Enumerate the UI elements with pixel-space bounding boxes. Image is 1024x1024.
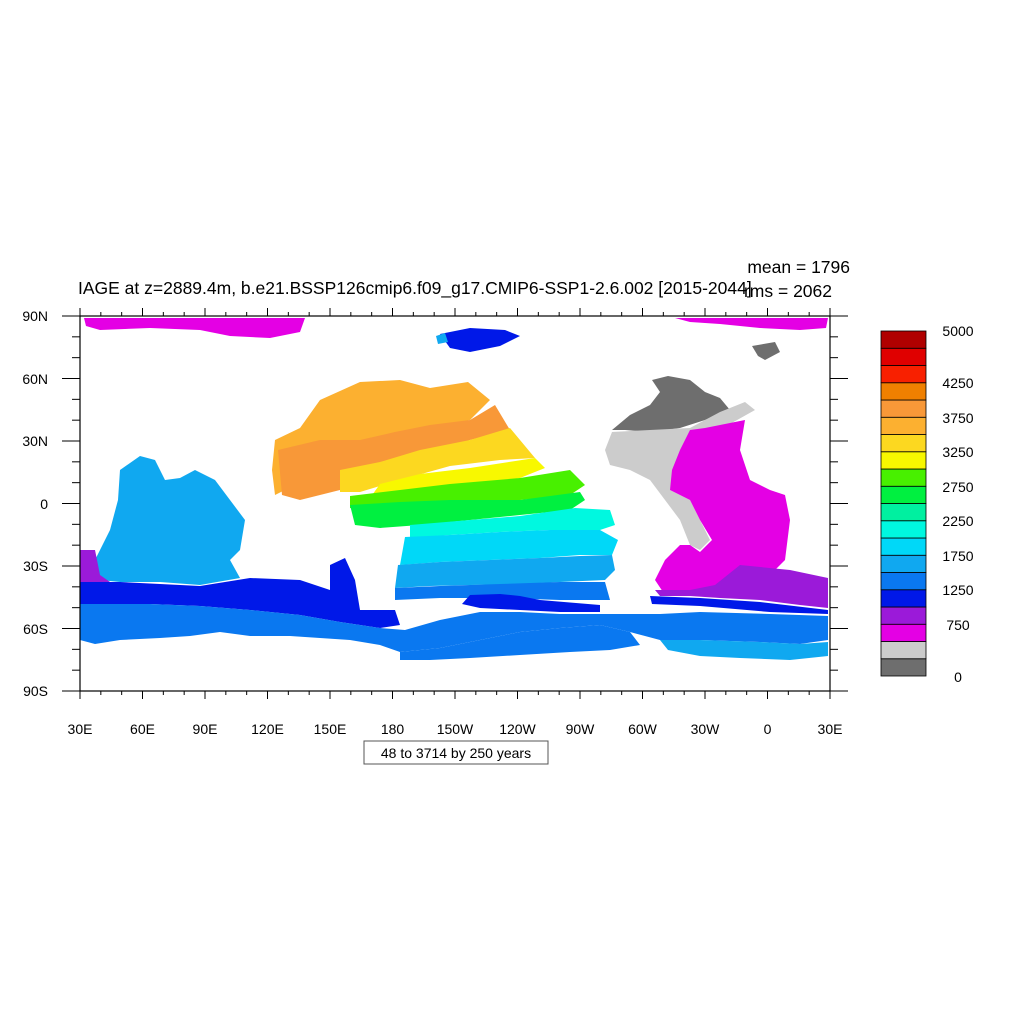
contour-info-border	[363, 740, 549, 765]
lon-label-30w: 30W	[691, 721, 721, 737]
colorbar-swatch	[880, 641, 927, 660]
plot-title: IAGE at z=2889.4m, b.e21.BSSP126cmip6.f0…	[78, 278, 752, 299]
colorbar-swatch	[880, 485, 927, 504]
south-pacific-skyblue	[395, 555, 615, 588]
equatorial-green	[350, 492, 585, 528]
colorbar-swatch	[880, 537, 927, 556]
lon-label-0: 0	[764, 721, 772, 737]
southern-ocean-azure	[80, 604, 828, 652]
lon-label-150e: 150E	[314, 721, 347, 737]
colorbar-labels: 0 750 1250 1750 2250 2750 3250 3750 4250…	[942, 323, 973, 685]
colorbar-label-4250: 4250	[942, 375, 973, 391]
colorbar-swatch	[880, 520, 927, 539]
lat-label-60n: 60N	[22, 371, 48, 387]
lat-label-90s: 90S	[23, 683, 48, 699]
contour-info-box: 48 to 3714 by 250 years	[363, 740, 549, 765]
colorbar-swatch	[880, 658, 927, 677]
longitude-labels: 30E 60E 90E 120E 150E 180 150W 120W 90W …	[68, 721, 843, 737]
colorbar-label-1750: 1750	[942, 548, 973, 564]
equatorial-lime	[350, 470, 585, 510]
lon-label-120e: 120E	[251, 721, 284, 737]
colorbar-swatch	[880, 347, 927, 366]
lon-label-30e: 30E	[68, 721, 93, 737]
axis-ticks	[62, 308, 848, 699]
lat-label-0: 0	[40, 496, 48, 512]
southern-ocean-blue-pacific	[462, 594, 600, 612]
north-pacific-yellow	[370, 458, 545, 498]
lat-label-90n: 90N	[22, 308, 48, 324]
rms-stat: rms = 2062	[744, 281, 832, 301]
colorbar-swatch	[880, 451, 927, 470]
colorbar	[880, 330, 927, 677]
mean-stat: mean = 1796	[747, 257, 850, 277]
colorbar-swatch	[880, 572, 927, 591]
lon-label-30e-east: 30E	[818, 721, 843, 737]
atlantic-blue	[650, 596, 828, 614]
lon-label-90e: 90E	[193, 721, 218, 737]
lon-label-60w: 60W	[628, 721, 658, 737]
colorbar-swatch	[880, 606, 927, 625]
arctic-region-magenta-east	[675, 318, 828, 330]
colorbar-swatch	[880, 365, 927, 384]
colorbar-label-0: 0	[954, 669, 962, 685]
north-pacific-orange-south	[278, 405, 510, 500]
lat-label-60s: 60S	[23, 621, 48, 637]
lat-label-30s: 30S	[23, 558, 48, 574]
colorbar-swatch	[880, 399, 927, 418]
colorbar-swatch	[880, 503, 927, 522]
lat-label-30n: 30N	[22, 433, 48, 449]
south-pacific-cyan	[400, 530, 618, 565]
indian-ocean-violet	[80, 550, 110, 592]
map-plot-area	[79, 315, 831, 692]
lon-label-90w: 90W	[566, 721, 596, 737]
latitude-labels: 90N 60N 30N 0 30S 60S 90S	[22, 308, 48, 699]
lon-label-180: 180	[381, 721, 405, 737]
colorbar-swatch	[880, 589, 927, 608]
lon-label-60e: 60E	[130, 721, 155, 737]
colorbar-swatch	[880, 382, 927, 401]
southern-ocean-azure-south	[400, 625, 640, 660]
arctic-region-gray	[752, 342, 780, 360]
south-pacific-azure	[395, 582, 610, 600]
colorbar-swatch	[880, 468, 927, 487]
colorbar-swatch	[880, 434, 927, 453]
atlantic-gray-north	[612, 376, 730, 432]
colorbar-swatch	[880, 330, 927, 349]
north-pacific-gold	[340, 428, 535, 492]
lon-label-150w: 150W	[437, 721, 474, 737]
atlantic-magenta	[655, 420, 790, 595]
lon-label-120w: 120W	[499, 721, 536, 737]
colorbar-label-5000: 5000	[942, 323, 973, 339]
colorbar-label-2750: 2750	[942, 479, 973, 495]
colorbar-label-3250: 3250	[942, 444, 973, 460]
colorbar-label-1250: 1250	[942, 582, 973, 598]
indian-ocean-skyblue	[95, 456, 245, 585]
colorbar-swatch	[880, 554, 927, 573]
colorbar-label-750: 750	[946, 617, 970, 633]
arctic-region-blue	[440, 328, 520, 352]
colorbar-label-3750: 3750	[942, 410, 973, 426]
colorbar-label-2250: 2250	[942, 513, 973, 529]
southern-ocean-blue	[80, 558, 400, 628]
arctic-region-magenta	[84, 318, 305, 338]
southern-ocean-skyblue	[660, 640, 828, 660]
arctic-region-skyblue	[436, 333, 448, 344]
colorbar-swatch	[880, 416, 927, 435]
atlantic-violet	[655, 565, 828, 608]
south-pacific-aqua	[410, 508, 615, 538]
contour-info-text: 48 to 3714 by 250 years	[381, 745, 531, 761]
atlantic-lightgray	[605, 402, 755, 550]
colorbar-swatch	[880, 623, 927, 642]
